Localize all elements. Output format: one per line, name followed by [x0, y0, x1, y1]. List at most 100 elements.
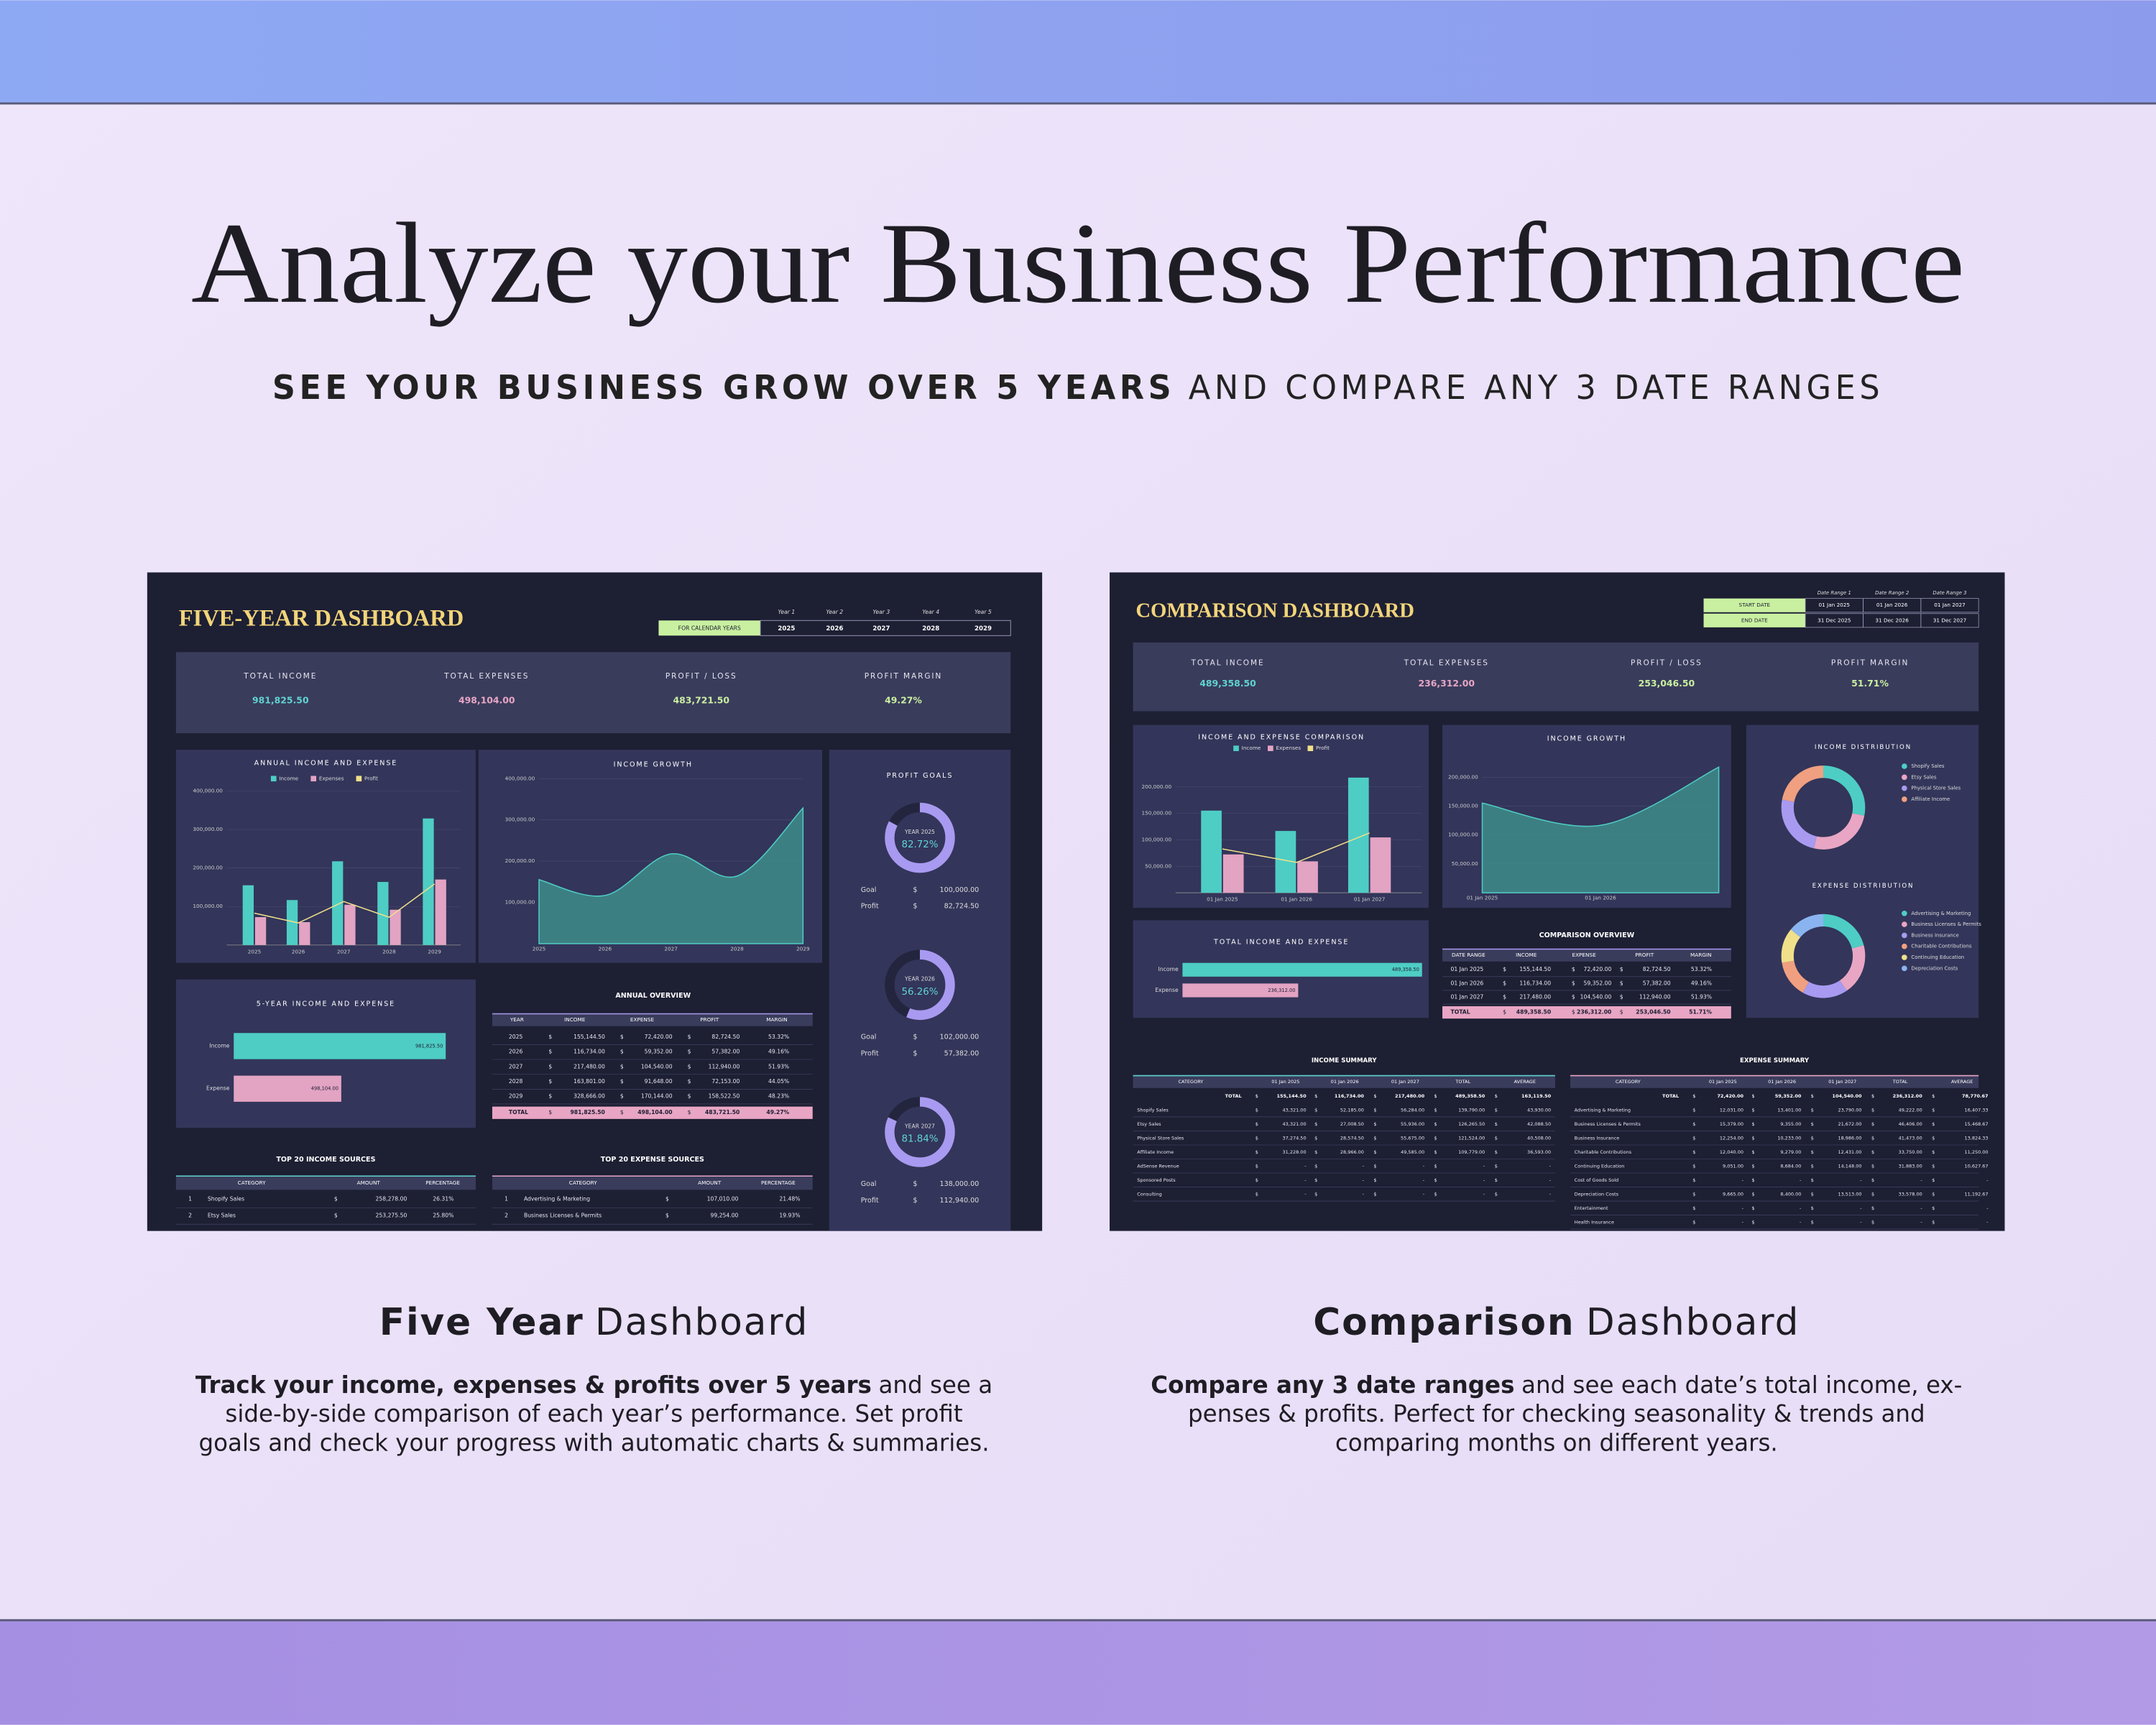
table-cell: 21.48%	[779, 1196, 800, 1202]
x-tick-label: 2028	[382, 948, 396, 954]
table-cell: 59,352.00	[1775, 1093, 1802, 1099]
table-header	[175, 1176, 476, 1190]
currency-sign: $	[913, 903, 917, 911]
currency-sign: $	[1692, 1135, 1695, 1141]
year-value: 2025	[778, 625, 795, 632]
expense-bar	[254, 916, 267, 945]
y-tick-label: 200,000.00	[1141, 783, 1171, 790]
table-header-cell: AMOUNT	[357, 1179, 381, 1186]
currency-sign: $	[1620, 966, 1623, 972]
currency-sign: $	[1811, 1093, 1814, 1099]
currency-sign: $	[1751, 1093, 1754, 1099]
table-title: TOP 20 INCOME SOURCES	[276, 1156, 375, 1164]
table-cell: Charitable Contributions	[1575, 1149, 1632, 1155]
table-cell: 57,382.00	[1643, 980, 1671, 986]
goals-title: PROFIT GOALS	[887, 772, 954, 780]
legend-swatch	[310, 776, 317, 782]
table-cell: Advertising & Marketing	[524, 1196, 590, 1202]
table-cell: -	[1363, 1177, 1365, 1183]
table-header-cell: 01 Jan 2026	[1768, 1079, 1796, 1085]
x-tick-label: 2029	[428, 948, 441, 954]
currency-sign: $	[1751, 1220, 1754, 1225]
currency-sign: $	[1932, 1093, 1935, 1099]
goal-row-label: Profit	[861, 1197, 879, 1205]
table-cell: 112,940.00	[709, 1063, 740, 1070]
table-cell: 12,040.00	[1720, 1149, 1743, 1155]
table-header-cell: CATEGORY	[569, 1179, 597, 1186]
table-cell: 8,684.00	[1780, 1163, 1801, 1169]
legend-swatch	[1902, 954, 1907, 960]
table-cell: -	[1986, 1220, 1989, 1225]
legend-label: Charitable Contributions	[1911, 944, 1971, 949]
table-cell: 9,279.00	[1780, 1149, 1801, 1155]
kpi-value: 253,046.50	[1639, 678, 1695, 689]
date-cell	[1920, 598, 1979, 613]
table-cell: 99,254.00	[711, 1213, 739, 1219]
table-cell: -	[1549, 1177, 1552, 1183]
table-title: TOP 20 EXPENSE SOURCES	[601, 1156, 704, 1164]
currency-sign: $	[548, 1034, 552, 1040]
kpi-value: 236,312.00	[1418, 678, 1475, 689]
page-title: Analyze your Business Performance	[191, 199, 1965, 327]
chart-title: 5-YEAR INCOME AND EXPENSE	[257, 1000, 395, 1008]
table-cell: 13,513.00	[1838, 1191, 1861, 1197]
currency-sign: $	[1871, 1121, 1874, 1127]
currency-sign: $	[1871, 1163, 1874, 1169]
table-total-row	[1442, 1006, 1731, 1019]
caption-intro-bold: Track your income, expenses & profits ov…	[195, 1371, 872, 1399]
y-tick-label: 100,000.00	[193, 903, 223, 909]
currency-sign: $	[1871, 1149, 1874, 1155]
expense-bar	[435, 879, 446, 945]
currency-sign: $	[688, 1078, 691, 1085]
table-cell: 23,790.00	[1838, 1107, 1861, 1113]
currency-sign: $	[1373, 1107, 1376, 1113]
x-tick-label: 2026	[292, 948, 305, 954]
table-cell: -	[1304, 1191, 1307, 1197]
table-header-cell: 01 Jan 2027	[1391, 1079, 1419, 1085]
table-cell: 43,321.00	[1283, 1107, 1307, 1113]
table-header-cell: EXPENSE	[630, 1016, 655, 1023]
table-cell: 112,940.00	[1639, 994, 1671, 1000]
goal-row-label: Goal	[861, 1033, 877, 1041]
currency-sign: $	[1692, 1177, 1695, 1183]
currency-sign: $	[1314, 1163, 1317, 1169]
legend-label: Affiliate Income	[1911, 796, 1950, 802]
currency-sign: $	[1495, 1135, 1498, 1141]
year-label: Year 4	[922, 609, 939, 615]
table-cell: 9,051.00	[1723, 1163, 1743, 1169]
expense-bar	[344, 904, 356, 945]
currency-sign: $	[1692, 1093, 1695, 1099]
table-cell: Business Licenses & Permits	[1575, 1121, 1641, 1127]
table-header-cell: 01 Jan 2026	[1331, 1079, 1359, 1085]
table-header	[492, 1176, 813, 1190]
table-cell: -	[1986, 1205, 1989, 1211]
table-cell: 01 Jan 2027	[1450, 994, 1483, 1000]
currency-sign: $	[1751, 1149, 1754, 1155]
currency-sign: $	[688, 1034, 691, 1040]
table-cell: 18,986.00	[1838, 1135, 1861, 1141]
donut-segment	[1781, 765, 1866, 850]
table-cell: 104,540.00	[641, 1063, 673, 1070]
currency-sign: $	[665, 1213, 669, 1219]
currency-sign: $	[1692, 1191, 1695, 1197]
table-cell: 126,265.50	[1458, 1121, 1485, 1127]
table-cell: Consulting	[1137, 1191, 1162, 1197]
currency-sign: $	[1434, 1107, 1437, 1113]
currency-sign: $	[1373, 1163, 1376, 1169]
table-header	[1442, 949, 1731, 962]
bar-label: Expense	[206, 1085, 230, 1092]
caption-line: Track your income, expenses & profits ov…	[195, 1371, 992, 1399]
year-label: Year 2	[826, 609, 844, 615]
currency-sign: $	[1314, 1135, 1317, 1141]
currency-sign: $	[1871, 1093, 1874, 1099]
table-cell: -	[1742, 1177, 1744, 1183]
legend-label: Expenses	[1276, 745, 1302, 751]
chart-title: INCOME GROWTH	[1547, 735, 1626, 742]
goal-year: YEAR 2027	[904, 1123, 935, 1129]
table-header-cell: EXPENSE	[1572, 952, 1596, 958]
bar-label: Expense	[1155, 987, 1179, 993]
currency-sign: $	[1932, 1121, 1935, 1127]
bar-value-label: 489,358.50	[1392, 967, 1419, 972]
table-cell: 33,750.00	[1899, 1149, 1922, 1155]
expense-bar	[1370, 837, 1391, 893]
